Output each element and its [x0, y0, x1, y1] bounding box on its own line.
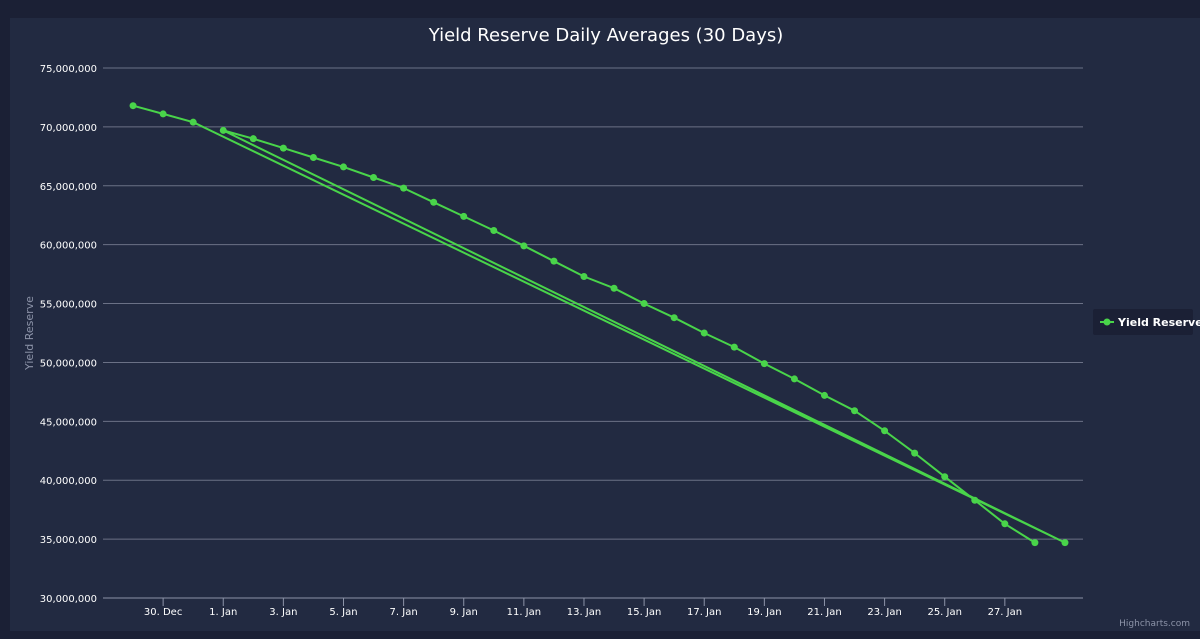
x-tick-label: 13. Jan — [567, 607, 602, 618]
data-point — [520, 242, 528, 250]
y-axis-label: Yield Reserve — [23, 296, 36, 371]
x-tick-label: 9. Jan — [450, 607, 478, 618]
x-tick-label: 30. Dec — [144, 607, 182, 618]
data-point — [1061, 539, 1069, 547]
y-tick-label: 55,000,000 — [40, 300, 97, 311]
data-point — [460, 212, 468, 220]
x-tick-label: 19. Jan — [747, 607, 782, 618]
data-point — [881, 427, 889, 435]
data-point — [219, 126, 227, 134]
data-point — [249, 135, 257, 143]
data-point — [640, 300, 648, 308]
data-point — [550, 257, 558, 265]
y-tick-label: 30,000,000 — [40, 594, 97, 605]
legend-item-yield-reserve[interactable]: Yield Reserve — [1117, 316, 1200, 329]
x-tick-label: 27. Jan — [988, 607, 1023, 618]
x-tick-label: 5. Jan — [329, 607, 357, 618]
gridlines — [103, 67, 1083, 599]
data-point — [610, 284, 618, 292]
data-point — [1031, 539, 1039, 547]
legend-background — [1093, 309, 1193, 335]
legend-marker-swatch — [1103, 318, 1111, 326]
data-point — [1001, 520, 1009, 528]
data-point — [400, 184, 408, 192]
series-line — [132, 104, 1066, 544]
x-tick-label: 17. Jan — [687, 607, 722, 618]
x-tick-label: 3. Jan — [269, 607, 297, 618]
data-point — [670, 314, 678, 322]
data-point — [700, 329, 708, 337]
x-tick-label: 15. Jan — [627, 607, 662, 618]
x-tick-label: 25. Jan — [927, 607, 962, 618]
data-point — [790, 375, 798, 383]
data-point — [279, 144, 287, 152]
chart-title: Yield Reserve Daily Averages (30 Days) — [428, 25, 784, 46]
data-point — [941, 473, 949, 481]
x-tick-label: 21. Jan — [807, 607, 842, 618]
y-tick-label: 70,000,000 — [40, 123, 97, 134]
data-point — [339, 163, 347, 171]
data-point — [911, 449, 919, 457]
data-point — [580, 272, 588, 280]
data-point — [309, 154, 317, 162]
data-point — [129, 102, 137, 110]
data-point — [189, 118, 197, 126]
y-tick-label: 65,000,000 — [40, 182, 97, 193]
y-tick-label: 75,000,000 — [40, 64, 97, 75]
data-point — [159, 110, 167, 118]
series-yield-reserve — [129, 102, 1069, 547]
data-point — [851, 407, 859, 415]
data-point — [971, 496, 979, 504]
x-tick-label: 7. Jan — [390, 607, 418, 618]
x-axis-ticks: 30. Dec 1. Jan 3. Jan 5. Jan 7. Jan 9. Jan 11.… — [144, 598, 1022, 618]
y-axis-ticks: 30,000,000 35,000,000 40,000,000 45,000,000… — [40, 64, 97, 605]
data-point — [490, 227, 498, 235]
credits-link[interactable]: Highcharts.com — [1119, 619, 1190, 629]
x-tick-label: 11. Jan — [507, 607, 542, 618]
y-tick-label: 35,000,000 — [40, 535, 97, 546]
data-point — [760, 360, 768, 368]
legend[interactable]: Yield Reserve — [1093, 309, 1200, 335]
data-point — [430, 198, 438, 206]
y-tick-label: 60,000,000 — [40, 241, 97, 252]
chart-panel — [10, 18, 1200, 631]
data-point — [730, 343, 738, 351]
data-point — [820, 391, 828, 399]
x-tick-label: 1. Jan — [209, 607, 237, 618]
y-tick-label: 40,000,000 — [40, 476, 97, 487]
data-point — [370, 174, 378, 182]
x-tick-label: 23. Jan — [867, 607, 902, 618]
y-tick-label: 45,000,000 — [40, 417, 97, 428]
y-tick-label: 50,000,000 — [40, 358, 97, 369]
